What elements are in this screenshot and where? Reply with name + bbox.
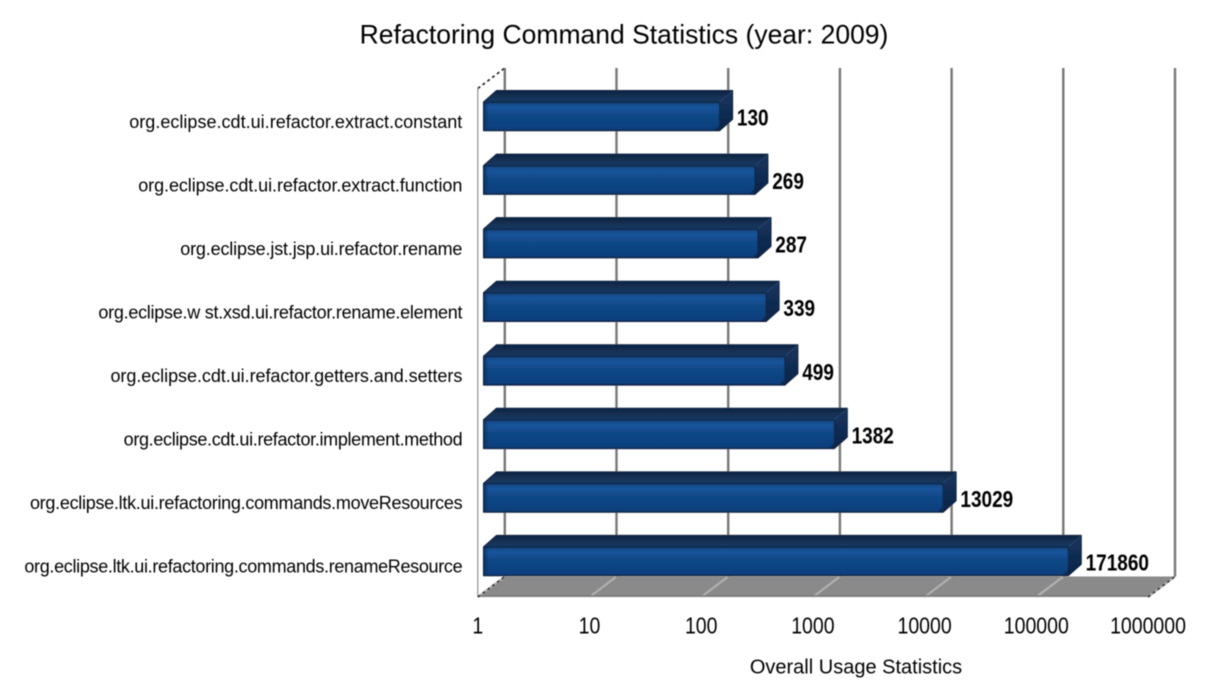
svg-text:org.eclipse.cdt.ui.refactor.ex: org.eclipse.cdt.ui.refactor.extract.func…	[138, 175, 462, 195]
svg-text:org.eclipse.cdt.ui.refactor.im: org.eclipse.cdt.ui.refactor.implement.me…	[124, 430, 463, 450]
svg-text:13029: 13029	[960, 487, 1013, 512]
svg-text:269: 269	[772, 169, 804, 194]
svg-text:1382: 1382	[852, 424, 894, 449]
svg-text:287: 287	[775, 233, 807, 258]
svg-text:org.eclipse.w st.xsd.ui.refact: org.eclipse.w st.xsd.ui.refactor.rename.…	[98, 303, 462, 323]
svg-text:499: 499	[802, 360, 834, 385]
svg-text:1000000: 1000000	[1110, 613, 1186, 639]
svg-text:Refactoring Command Statistics: Refactoring Command Statistics (year: 20…	[360, 20, 889, 50]
svg-text:339: 339	[783, 297, 815, 322]
svg-text:100: 100	[685, 613, 718, 639]
svg-text:org.eclipse.ltk.ui.refactoring: org.eclipse.ltk.ui.refactoring.commands.…	[30, 493, 463, 513]
svg-text:org.eclipse.ltk.ui.refactoring: org.eclipse.ltk.ui.refactoring.commands.…	[24, 557, 462, 577]
svg-text:org.eclipse.cdt.ui.refactor.ex: org.eclipse.cdt.ui.refactor.extract.cons…	[129, 112, 462, 132]
svg-text:100000: 100000	[1004, 613, 1069, 639]
svg-text:org.eclipse.jst.jsp.ui.refacto: org.eclipse.jst.jsp.ui.refactor.rename	[180, 239, 462, 259]
svg-text:171860: 171860	[1086, 551, 1149, 576]
svg-text:1: 1	[472, 613, 483, 639]
svg-text:10000: 10000	[898, 613, 952, 639]
svg-text:org.eclipse.cdt.ui.refactor.ge: org.eclipse.cdt.ui.refactor.getters.and.…	[110, 366, 462, 386]
svg-text:130: 130	[737, 106, 769, 131]
svg-text:Overall Usage Statistics: Overall Usage Statistics	[750, 657, 962, 679]
svg-text:1000: 1000	[791, 613, 834, 639]
svg-text:10: 10	[579, 613, 601, 639]
